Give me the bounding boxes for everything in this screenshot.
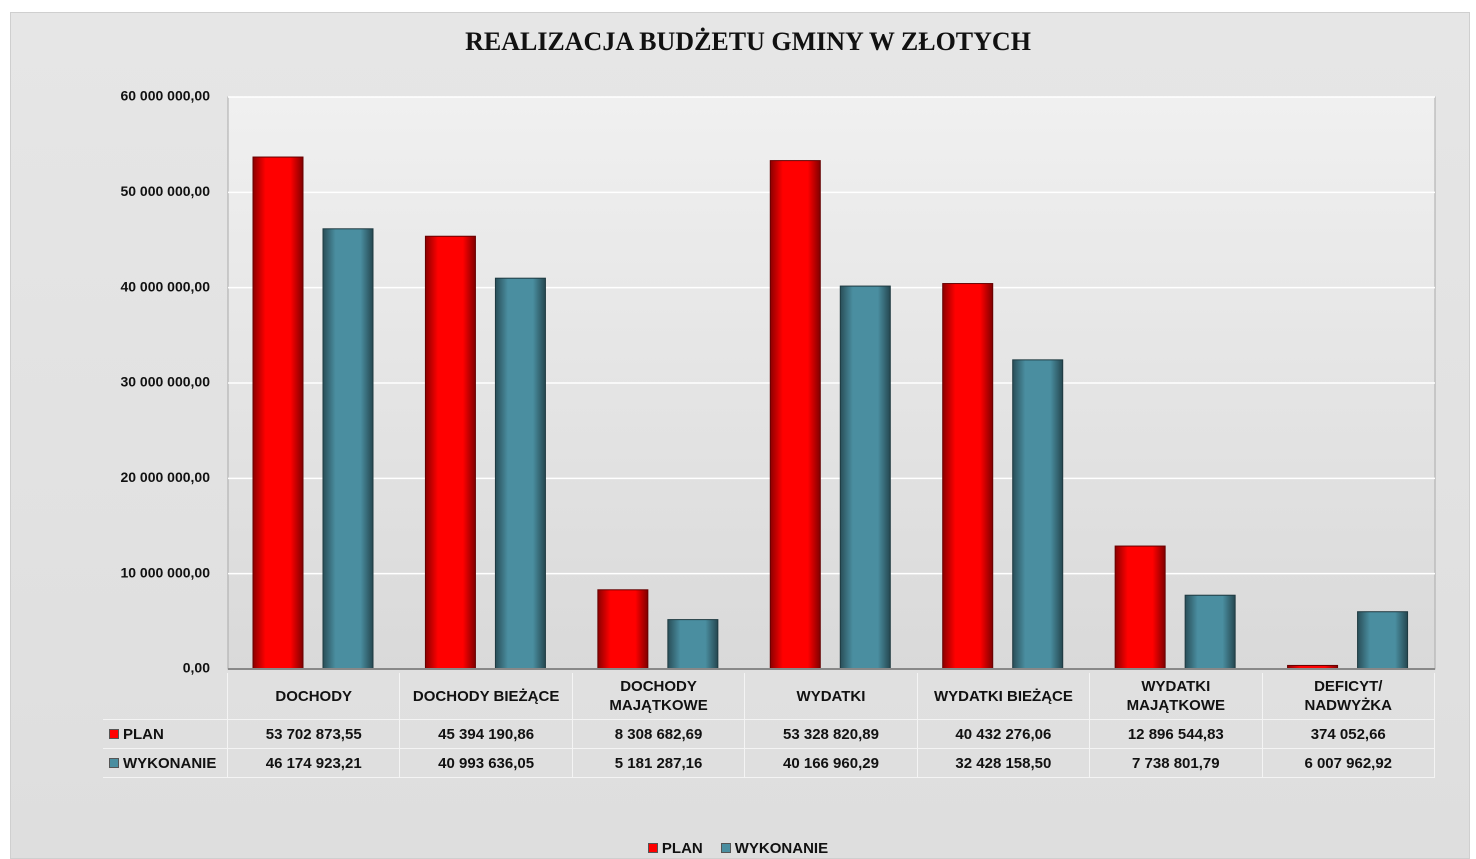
data-label: 45 394 190,86 bbox=[400, 720, 573, 749]
y-tick-label: 30 000 000,00 bbox=[120, 374, 210, 390]
legend-label: PLAN bbox=[661, 840, 703, 857]
data-label: 53 702 873,55 bbox=[228, 720, 401, 749]
bar bbox=[667, 619, 719, 670]
legend: PLAN WYKONANIE bbox=[0, 840, 1476, 857]
series-name: PLAN bbox=[123, 725, 164, 743]
data-label: 7 738 801,79 bbox=[1090, 749, 1263, 778]
data-label: 12 896 544,83 bbox=[1090, 720, 1263, 749]
data-table: DOCHODY DOCHODY BIEŻĄCE DOCHODY MAJĄTKOWE W… bbox=[103, 673, 1435, 778]
data-label: 32 428 158,50 bbox=[917, 749, 1091, 778]
x-tick-label: WYDATKI BIEŻĄCE bbox=[917, 673, 1091, 720]
y-tick-label: 0,00 bbox=[183, 660, 210, 676]
data-label: 6 007 962,92 bbox=[1262, 749, 1435, 778]
data-label: 40 993 636,05 bbox=[400, 749, 573, 778]
legend-swatch bbox=[109, 729, 119, 739]
x-tick-label: DEFICYT/ NADWYŻKA bbox=[1262, 673, 1435, 720]
x-tick-label: WYDATKI bbox=[745, 673, 918, 720]
bar bbox=[252, 156, 304, 670]
bar bbox=[322, 228, 374, 670]
bar bbox=[942, 283, 994, 670]
bar bbox=[597, 589, 649, 670]
bar bbox=[1114, 545, 1166, 670]
y-tick-label: 50 000 000,00 bbox=[120, 183, 210, 199]
legend-label: WYKONANIE bbox=[734, 840, 829, 857]
y-tick-label: 60 000 000,00 bbox=[120, 88, 210, 104]
data-label: 374 052,66 bbox=[1262, 720, 1435, 749]
bar bbox=[1012, 359, 1064, 670]
x-tick-label: DOCHODY BIEŻĄCE bbox=[400, 673, 573, 720]
series-name: WYKONANIE bbox=[123, 754, 217, 772]
bar bbox=[839, 285, 891, 670]
y-tick-label: 10 000 000,00 bbox=[120, 564, 210, 580]
y-tick-label: 40 000 000,00 bbox=[120, 278, 210, 294]
bar bbox=[769, 160, 821, 670]
legend-swatch bbox=[720, 843, 731, 853]
x-tick-label: DOCHODY bbox=[228, 673, 401, 720]
legend-swatch bbox=[109, 758, 119, 768]
table-row-header: PLAN bbox=[103, 720, 228, 749]
data-label: 40 432 276,06 bbox=[917, 720, 1091, 749]
y-tick-label: 20 000 000,00 bbox=[120, 469, 210, 485]
data-label: 46 174 923,21 bbox=[228, 749, 401, 778]
x-tick-label: DOCHODY MAJĄTKOWE bbox=[572, 673, 746, 720]
bar bbox=[424, 235, 476, 670]
data-label: 8 308 682,69 bbox=[572, 720, 746, 749]
table-corner bbox=[103, 673, 228, 720]
legend-swatch bbox=[647, 843, 658, 853]
table-row-header: WYKONANIE bbox=[103, 749, 228, 778]
data-label: 53 328 820,89 bbox=[745, 720, 918, 749]
data-label: 40 166 960,29 bbox=[745, 749, 918, 778]
x-tick-label: WYDATKI MAJĄTKOWE bbox=[1090, 673, 1263, 720]
legend-item: PLAN bbox=[647, 840, 703, 857]
bar bbox=[494, 277, 546, 670]
bar bbox=[1184, 594, 1236, 670]
legend-item: WYKONANIE bbox=[720, 840, 829, 857]
data-label: 5 181 287,16 bbox=[572, 749, 746, 778]
bar bbox=[1357, 611, 1409, 670]
chart-title: REALIZACJA BUDŻETU GMINY W ZŁOTYCH bbox=[465, 27, 1031, 56]
